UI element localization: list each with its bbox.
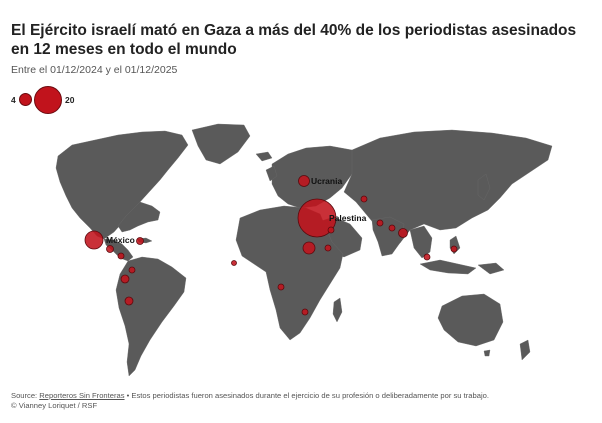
legend-min-circle bbox=[19, 93, 32, 106]
bubble-mozambique bbox=[301, 308, 309, 316]
bubble-myanmar bbox=[423, 253, 431, 261]
source-line: Source: Reporteros Sin Fronteras • Estos… bbox=[11, 391, 596, 401]
legend-max-circle bbox=[34, 86, 62, 114]
bubble-mexico bbox=[84, 230, 104, 250]
bubble-india bbox=[376, 219, 384, 227]
label-palestina: Palestina bbox=[329, 213, 367, 223]
bubble-peru bbox=[124, 296, 134, 306]
source-link[interactable]: Reporteros Sin Fronteras bbox=[39, 391, 125, 400]
new-guinea bbox=[477, 262, 505, 275]
bubble-sudan bbox=[302, 241, 316, 255]
chart-title: El Ejército israelí mató en Gaza a más d… bbox=[11, 22, 577, 58]
indonesia bbox=[419, 259, 477, 275]
legend-max-label: 20 bbox=[65, 95, 75, 105]
asia bbox=[343, 129, 553, 249]
size-legend: 4 20 bbox=[0, 80, 120, 120]
bubble-afganistan bbox=[360, 195, 368, 203]
bubble-nepal bbox=[388, 224, 396, 232]
japan bbox=[477, 173, 491, 201]
bubble-haiti bbox=[136, 237, 144, 245]
new-zealand bbox=[519, 339, 531, 361]
world-map: Ucrania Palestina México bbox=[55, 123, 553, 377]
europe bbox=[271, 145, 361, 209]
source-note: • Estos periodistas fueron asesinados du… bbox=[124, 391, 489, 400]
bubble-guatemala bbox=[106, 245, 114, 253]
bubble-ecuador bbox=[128, 266, 136, 274]
credit-line: © Vianney Loriquet / RSF bbox=[11, 401, 98, 410]
southeast-asia bbox=[409, 225, 433, 259]
british-isles bbox=[265, 165, 278, 182]
chart-subtitle: Entre el 01/12/2024 y el 01/12/2025 bbox=[11, 64, 178, 76]
bubble-liberia bbox=[231, 260, 237, 266]
south-america bbox=[115, 256, 187, 377]
tasmania bbox=[483, 349, 491, 357]
bubble-colombia bbox=[120, 274, 130, 284]
bubble-yemen bbox=[327, 226, 335, 234]
country-labels: Ucrania Palestina México bbox=[106, 176, 367, 245]
iceland bbox=[255, 151, 273, 162]
bubble-somalia bbox=[324, 244, 332, 252]
legend-min-label: 4 bbox=[11, 95, 16, 105]
label-mexico: México bbox=[106, 235, 135, 245]
bubble-rd-congo bbox=[277, 283, 285, 291]
source-prefix: Source: bbox=[11, 391, 40, 400]
journalist-bubbles bbox=[84, 175, 458, 316]
bubble-honduras bbox=[117, 252, 125, 260]
india bbox=[371, 216, 405, 257]
label-ucrania: Ucrania bbox=[311, 176, 342, 186]
madagascar bbox=[332, 297, 343, 323]
bubble-palestina bbox=[297, 198, 337, 238]
australia bbox=[437, 293, 504, 347]
chart-footer: Source: Reporteros Sin Fronteras • Estos… bbox=[11, 391, 596, 411]
bubble-filipinas bbox=[450, 245, 458, 253]
greenland bbox=[191, 123, 251, 165]
bubble-ucrania bbox=[298, 175, 310, 187]
north-america-southeast bbox=[117, 201, 161, 233]
bubble-bangladesh bbox=[398, 228, 408, 238]
